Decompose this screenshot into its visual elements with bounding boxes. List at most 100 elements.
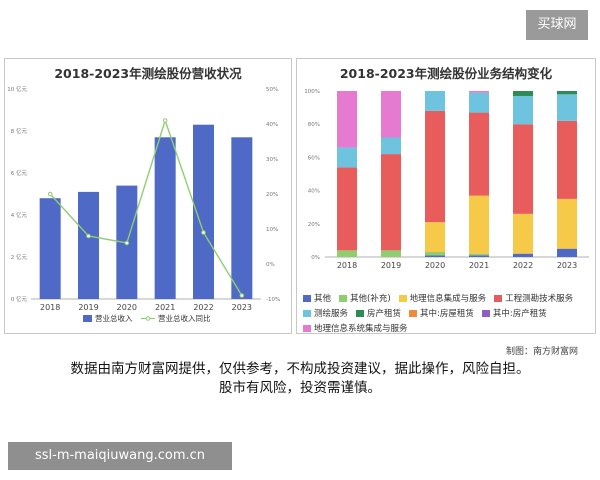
site-url[interactable]: ssl-m-maiqiuwang.com.cn — [8, 442, 232, 470]
stacked-segment — [425, 91, 445, 111]
structure-chart-title: 2018-2023年测绘股份业务结构变化 — [339, 66, 553, 81]
stacked-segment — [425, 252, 445, 256]
right-y-tick-label: 50% — [266, 87, 278, 93]
structure-chart-legend: 其他 其他(补充) 地理信息集成与服务 工程测勘技术服务测绘服务 房产租赁 其中:房屋租赁… — [301, 291, 593, 336]
yoy-growth-point — [239, 293, 245, 298]
x-tick-label: 2019 — [381, 261, 401, 270]
stacked-segment — [381, 91, 401, 138]
legend-item: 其他(补充) — [339, 292, 391, 304]
revenue-bar — [39, 198, 61, 299]
revenue-bar — [193, 124, 214, 299]
structure-chart: 0% 20% 40% 60% 80% 100% 2018 2019 2020 2021 2022 20… — [304, 89, 589, 270]
yoy-growth-line — [49, 118, 243, 296]
left-y-tick-label: 2 亿元 — [11, 253, 28, 261]
right-y-tick-label: 30% — [266, 157, 278, 163]
revenue-bar — [154, 137, 176, 299]
right-y-tick-label: 0% — [266, 262, 275, 268]
x-tick-label: 2022 — [193, 303, 213, 312]
left-y-tick-label: 10 亿元 — [7, 85, 27, 93]
legend-swatch-revenue — [83, 315, 92, 322]
stacked-segment — [557, 248, 577, 257]
legend-label: 其他(补充) — [350, 294, 391, 304]
stacked-segment — [557, 198, 577, 249]
right-y-tick-label: 20% — [266, 192, 278, 198]
y-tick-label: 20% — [308, 222, 320, 228]
left-y-tick-label: 8 亿元 — [11, 127, 28, 135]
stacked-segment — [381, 137, 401, 155]
stacked-segment — [337, 250, 357, 257]
legend-label: 其中:房产租赁 — [492, 309, 547, 319]
legend-item: 测绘服务 — [303, 307, 348, 319]
disclaimer-line-1: 数据由南方财富网提供，仅供参考，不构成投资建议，据此操作，风险自担。 — [70, 361, 530, 377]
legend-swatch — [356, 310, 365, 317]
y-tick-label: 0% — [311, 255, 320, 261]
legend-label: 地理信息系统集成与服务 — [314, 324, 408, 334]
stacked-segment — [513, 91, 533, 96]
y-tick-label: 80% — [308, 122, 320, 128]
legend-item: 其中:房屋租赁 — [409, 307, 474, 319]
stacked-segment — [337, 147, 357, 168]
revenue-chart: 0 亿元 2 亿元 4 亿元 6 亿元 8 亿元 10 亿元 -10% 0% 10% 20% 30%… — [7, 85, 280, 323]
legend-swatch — [398, 295, 407, 302]
y-tick-label: 40% — [308, 189, 320, 195]
legend-label: 房产租赁 — [367, 309, 402, 319]
stacked-segment — [337, 167, 357, 251]
stacked-segment — [513, 124, 533, 214]
legend-swatch — [481, 310, 490, 317]
revenue-chart-title: 2018-2023年测绘股份营收状况 — [54, 66, 242, 81]
legend-label: 地理信息集成与服务 — [409, 294, 487, 304]
stacked-segment — [469, 253, 489, 256]
y-tick-label: 60% — [308, 155, 320, 161]
structure-chart-panel: 2018-2023年测绘股份业务结构变化 0% 20% 40% 60% 80% 100% 2… — [296, 58, 596, 334]
x-tick-label: 2023 — [557, 261, 577, 270]
x-tick-label: 2020 — [425, 261, 445, 270]
stacked-segment — [469, 255, 489, 257]
legend-label: 测绘服务 — [314, 309, 349, 319]
legend-swatch — [494, 295, 503, 302]
x-tick-label: 2018 — [40, 303, 60, 312]
stacked-segment — [425, 255, 445, 257]
yoy-growth-point — [124, 240, 130, 246]
legend-swatch — [303, 295, 311, 302]
left-y-tick-label: 6 亿元 — [11, 169, 28, 177]
legend-swatch — [303, 325, 311, 332]
legend-item: 其中:房产租赁 — [481, 307, 547, 319]
legend-label: 其中:房屋租赁 — [420, 309, 474, 319]
stacked-segment — [557, 94, 577, 121]
yoy-growth-point — [47, 191, 53, 197]
revenue-bar — [231, 137, 253, 299]
yoy-growth-point — [86, 233, 91, 239]
right-y-tick-label: 10% — [266, 227, 278, 233]
stacked-segment — [513, 95, 533, 125]
stacked-segment — [469, 195, 489, 254]
x-tick-label: 2021 — [469, 261, 489, 270]
right-y-tick-label: -10% — [266, 297, 280, 303]
stacked-segment — [557, 120, 577, 199]
disclaimer-line-2: 股市有风险，投资需谨慎。 — [219, 380, 381, 396]
left-y-tick-label: 4 亿元 — [11, 211, 28, 219]
stacked-segment — [513, 253, 533, 257]
legend-label: 工程测勘技术服务 — [505, 294, 574, 304]
legend-swatch — [303, 310, 311, 317]
x-tick-label: 2019 — [78, 303, 98, 312]
stacked-segment — [425, 110, 445, 223]
stacked-segment — [557, 91, 577, 95]
right-y-tick-label: 40% — [266, 122, 278, 128]
legend-item: 工程测勘技术服务 — [494, 292, 573, 304]
legend-swatch — [339, 295, 348, 302]
brand-badge[interactable]: 买球网 — [526, 10, 588, 40]
stacked-segment — [469, 112, 489, 196]
legend-item: 地理信息集成与服务 — [398, 292, 487, 304]
x-tick-label: 2022 — [513, 261, 533, 270]
stacked-segment — [513, 213, 533, 254]
stacked-segment — [337, 91, 357, 148]
legend-label-yoy: 营业总收入同比 — [158, 313, 211, 323]
x-tick-label: 2023 — [232, 303, 252, 312]
stacked-segment — [381, 154, 401, 251]
legend-label: 其他 — [314, 294, 332, 304]
yoy-growth-point — [201, 230, 206, 235]
stacked-segment — [381, 250, 401, 257]
left-y-tick-label: 0 亿元 — [11, 295, 28, 303]
stacked-segment — [469, 92, 489, 113]
legend-item: 房产租赁 — [356, 307, 401, 319]
